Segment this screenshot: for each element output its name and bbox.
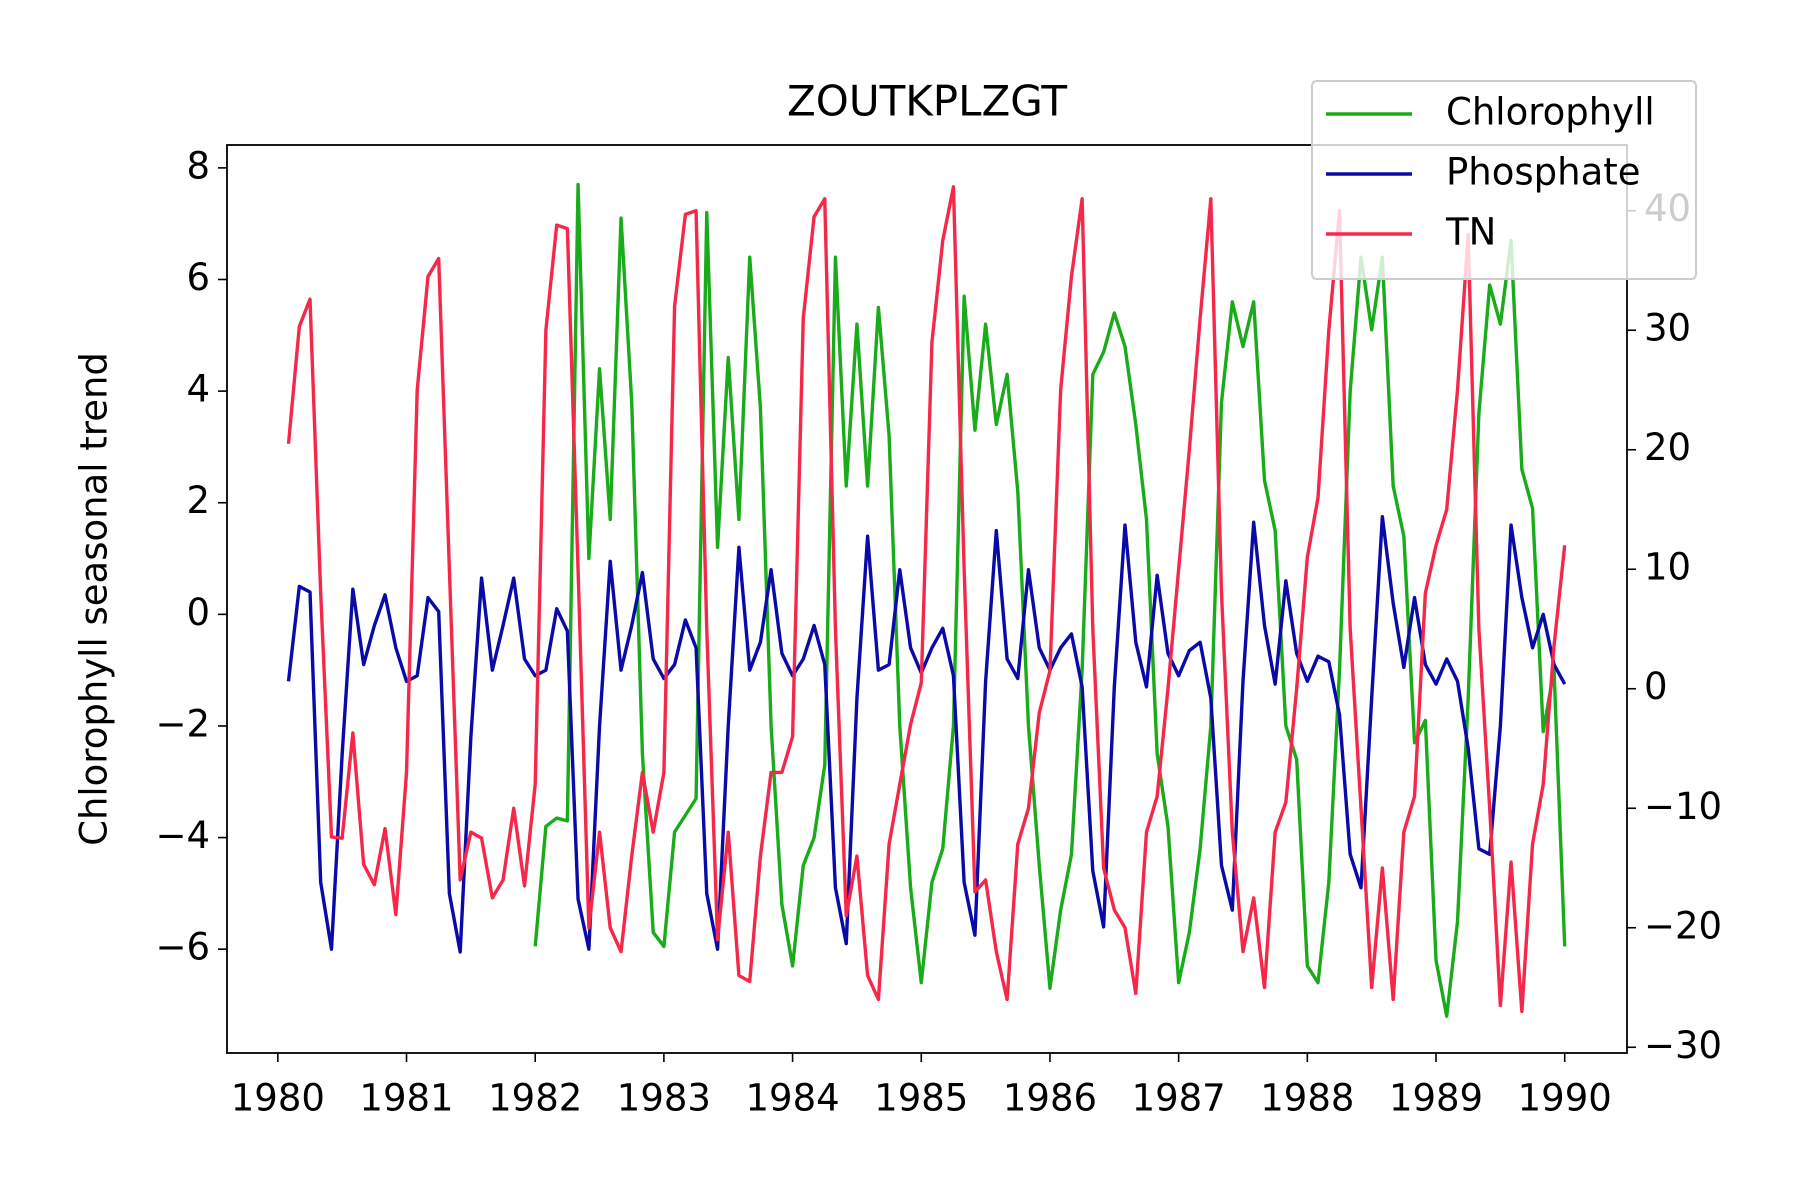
x-tick-label: 1989 [1389,1077,1483,1120]
x-tick-label: 1984 [745,1077,839,1120]
y-tick-label: 6 [186,256,210,299]
x-tick-label: 1981 [359,1077,453,1120]
x-tick-label: 1985 [874,1077,968,1120]
y-tick-label: 2 [186,479,210,522]
y2-tick-label: 20 [1644,426,1691,469]
y-tick-label: −6 [155,926,210,969]
y2-tick-label: 10 [1644,546,1691,589]
legend-label: Chlorophyll [1446,91,1655,134]
chart-title: ZOUTKPLZGT [787,77,1067,126]
y2-tick-label: 30 [1644,307,1691,350]
y2-tick-label: 0 [1644,665,1668,708]
series-line [533,182,1567,1018]
y-tick-label: 4 [186,368,210,411]
legend-box [1311,80,1697,280]
legend-label: Phosphate [1446,151,1641,194]
y2-tick-label: −10 [1644,785,1722,828]
y-tick-label: 8 [186,144,210,187]
x-tick-label: 1988 [1260,1077,1354,1120]
x-tick-label: 1983 [617,1077,711,1120]
x-tick-label: 1987 [1132,1077,1226,1120]
series-line [286,514,1567,954]
y-axis-label: Chlorophyll seasonal trend [73,352,116,846]
y2-tick-label: −20 [1644,904,1722,947]
y2-tick-label: −30 [1644,1024,1722,1067]
x-tick-label: 1990 [1518,1077,1612,1120]
x-tick-label: 1982 [488,1077,582,1120]
plot-frame [226,144,1628,1054]
x-tick-label: 1980 [231,1077,325,1120]
y-tick-label: 0 [186,591,210,634]
y-tick-label: −2 [155,702,210,745]
x-tick-label: 1986 [1003,1077,1097,1120]
y-tick-label: −4 [155,814,210,857]
legend-label: TN [1445,211,1496,254]
series-line [286,185,1567,1014]
